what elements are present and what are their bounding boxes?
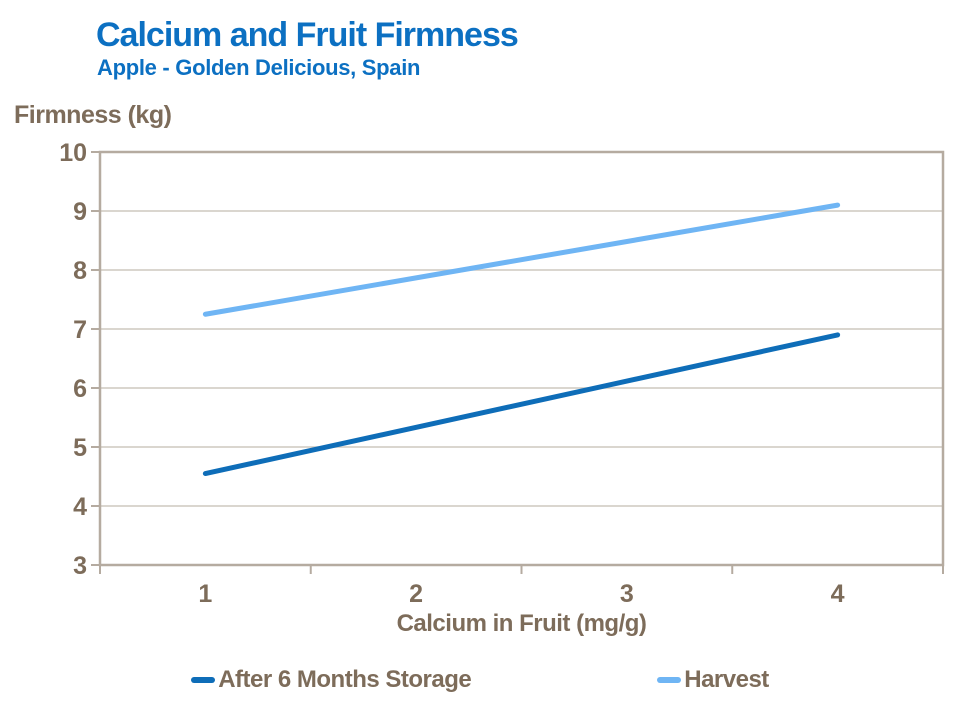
y-tick-label: 7 — [73, 316, 87, 344]
legend-swatch-storage — [191, 677, 216, 683]
chart-subtitle: Apple - Golden Delicious, Spain — [97, 55, 421, 80]
y-tick-label: 6 — [73, 375, 87, 403]
x-tick-label: 3 — [620, 580, 634, 608]
chart-title: Calcium and Fruit Firmness — [96, 16, 519, 54]
y-tick-label: 10 — [59, 139, 87, 167]
plot-border — [98, 150, 945, 567]
chart-legend: After 6 Months Storage Harvest — [0, 662, 960, 698]
y-tick-label: 3 — [73, 552, 87, 580]
y-tick-label: 9 — [73, 198, 87, 226]
y-tick-label: 5 — [73, 434, 87, 462]
legend-item-harvest: Harvest — [657, 666, 769, 694]
x-axis-title: Calcium in Fruit (mg/g) — [396, 610, 647, 637]
x-tick-label: 1 — [198, 580, 212, 608]
legend-swatch-harvest — [657, 677, 682, 683]
y-tick-label: 8 — [73, 257, 87, 285]
series-line-harvest — [202, 202, 841, 317]
y-tick-label: 4 — [73, 493, 87, 521]
x-tick-label: 2 — [409, 580, 423, 608]
series-line-after-6-months-storage — [202, 332, 841, 477]
x-tick-label: 4 — [831, 580, 845, 608]
y-axis-title: Firmness (kg) — [14, 101, 172, 129]
legend-item-storage: After 6 Months Storage — [191, 666, 472, 694]
legend-label-storage: After 6 Months Storage — [218, 666, 472, 693]
legend-label-harvest: Harvest — [684, 666, 769, 693]
